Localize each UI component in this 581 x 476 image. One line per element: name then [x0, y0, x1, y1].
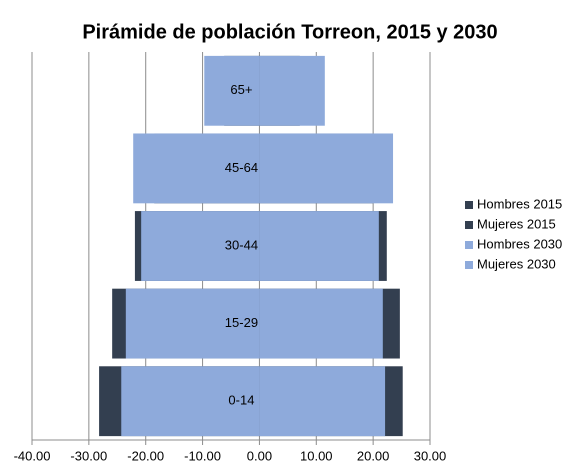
category-label: 30-44	[225, 237, 258, 252]
legend-swatch	[465, 241, 473, 249]
category-label: 0-14	[228, 393, 254, 408]
x-tick-label: -10.00	[184, 448, 221, 463]
bar	[259, 366, 386, 437]
bar	[204, 55, 260, 126]
x-tick-label: 10.00	[300, 448, 333, 463]
legend-label: Mujeres 2030	[477, 256, 556, 271]
category-label: 65+	[230, 82, 252, 97]
legend-label: Hombres 2015	[477, 196, 562, 211]
legend-label: Hombres 2030	[477, 236, 562, 251]
bar	[259, 211, 379, 281]
bar	[121, 366, 260, 437]
x-tick-label: 20.00	[357, 448, 390, 463]
bar	[259, 55, 325, 126]
x-tick-label: 0.00	[247, 448, 272, 463]
chart-title: Pirámide de población Torreon, 2015 y 20…	[82, 21, 497, 43]
x-tick-label: -30.00	[70, 448, 107, 463]
legend-swatch	[465, 201, 473, 209]
bar	[259, 133, 394, 204]
bar	[125, 288, 260, 359]
bar	[133, 133, 260, 204]
category-label: 45-64	[225, 160, 258, 175]
x-tick-label: 30.00	[414, 448, 447, 463]
category-label: 15-29	[225, 315, 258, 330]
legend-swatch	[465, 221, 473, 229]
bar	[259, 288, 383, 359]
bar	[141, 211, 260, 281]
legend-label: Mujeres 2015	[477, 216, 556, 231]
legend-swatch	[465, 261, 473, 269]
x-tick-label: -40.00	[14, 448, 51, 463]
x-tick-label: -20.00	[127, 448, 164, 463]
